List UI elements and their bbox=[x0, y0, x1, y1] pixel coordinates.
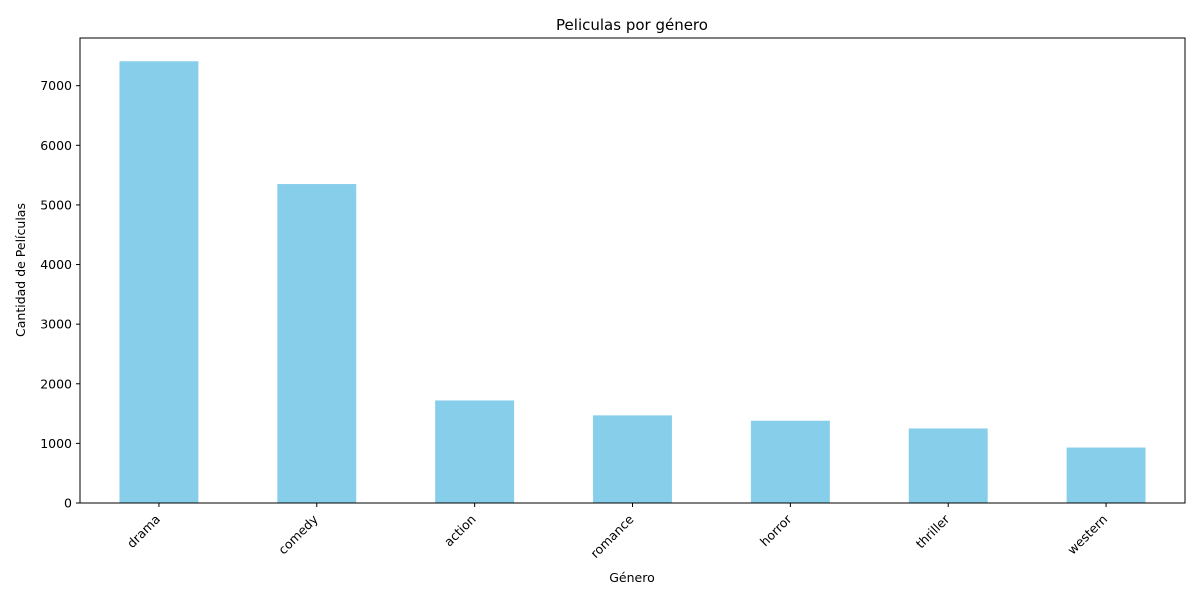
y-tick-label: 6000 bbox=[40, 138, 72, 153]
y-tick-label: 2000 bbox=[40, 376, 72, 391]
x-tick-label: horror bbox=[757, 511, 795, 549]
chart-title: Peliculas por género bbox=[556, 16, 708, 34]
x-axis-label: Género bbox=[609, 570, 655, 585]
y-tick-label: 0 bbox=[64, 496, 72, 511]
y-tick-label: 3000 bbox=[40, 317, 72, 332]
bar-comedy bbox=[277, 184, 357, 504]
x-tick-label: western bbox=[1064, 512, 1110, 558]
x-tick-label: action bbox=[441, 512, 479, 550]
bar-drama bbox=[119, 61, 199, 503]
y-axis-label: Cantidad de Películas bbox=[13, 203, 28, 337]
bar-thriller bbox=[908, 428, 988, 503]
y-tick-label: 4000 bbox=[40, 257, 72, 272]
x-tick-label: thriller bbox=[913, 511, 953, 551]
y-tick-label: 1000 bbox=[40, 436, 72, 451]
bar-romance bbox=[593, 415, 672, 503]
x-tick-label: romance bbox=[587, 511, 637, 561]
bars-layer bbox=[119, 61, 1146, 504]
x-tick-label: drama bbox=[124, 512, 163, 551]
bar-action bbox=[435, 400, 515, 503]
y-tick-label: 7000 bbox=[40, 78, 72, 93]
y-tick-label: 5000 bbox=[40, 197, 72, 212]
bar-western bbox=[1066, 447, 1146, 503]
x-tick-label: comedy bbox=[275, 511, 321, 557]
bar-horror bbox=[750, 420, 830, 503]
